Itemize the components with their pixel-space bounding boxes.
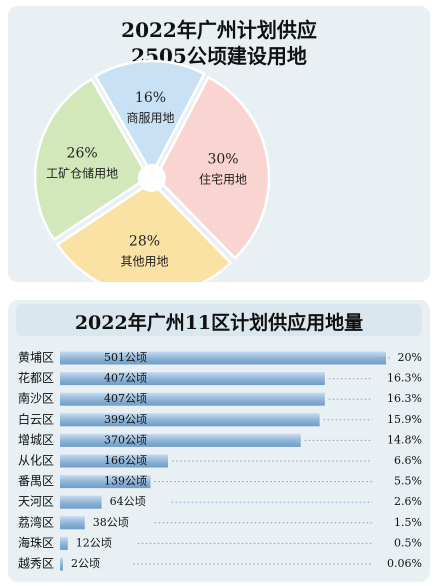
pie-chart: 16% 商服用地 30% 住宅用地 28% 其他用地 26% 工矿仓储用地 [33,59,271,282]
bar-category-label: 黄埔区 [18,351,54,365]
pie-slice-label: 住宅用地 [199,172,247,187]
bar-value-label: 64公顷 [110,495,146,508]
bar-category-label: 白云区 [18,411,54,426]
bar [60,454,169,468]
bar-category-label: 南沙区 [18,391,54,406]
pie-panel: 2022年广州计划供应 2505公顷建设用地 16% 商服用地 30% 住宅用地 28%… [8,6,430,282]
bar-share-label: 1.5% [394,516,422,529]
pie-slice-label: 商服用地 [126,110,174,125]
pie-title-line1: 2022年广州计划供应 [121,18,317,42]
bar [60,495,102,509]
pie-slice-percent: 30% [207,152,238,168]
bar [60,475,151,489]
bar-share-label: 14.8% [387,433,422,446]
bar-chart-title: 2022年广州11区计划供应用地量 [74,312,364,334]
bar-share-label: 0.5% [394,536,422,549]
bar [60,372,325,386]
bar-share-label: 2.6% [394,495,422,508]
bar-share-label: 5.5% [394,475,422,488]
bar-value-label: 38公顷 [93,516,129,529]
bar-category-label: 荔湾区 [18,514,54,529]
bar-value-label: 501公顷 [104,351,147,364]
bar-share-label: 20% [398,351,422,364]
bar-value-label: 407公顷 [104,372,147,385]
bar-value-label: 166公顷 [104,454,147,467]
bar-panel: 2022年广州11区计划供应用地量 黄埔区 501公顷 20% 花都区 407公顷 16.… [8,300,430,582]
bar-share-label: 16.3% [387,372,422,385]
bar-category-label: 从化区 [18,454,54,468]
bar [60,536,68,550]
bar-share-label: 16.3% [387,392,422,405]
bar-chart: 黄埔区 501公顷 20% 花都区 407公顷 16.3% 南沙区 407公顷 16.3% 白云区… [18,351,422,571]
pie-slice [93,59,206,177]
bar-value-label: 399公顷 [104,413,147,426]
bar-share-label: 0.06% [387,557,422,570]
pie-center-hole [138,164,166,192]
bar-share-label: 6.6% [394,454,422,467]
bar [60,392,325,406]
bar-title-background [16,304,422,336]
bar-category-label: 海珠区 [18,535,54,550]
bar [60,433,301,447]
pie-slice-percent: 26% [67,146,98,162]
bar [60,413,320,427]
bar-value-label: 2公顷 [71,557,100,570]
bar-category-label: 增城区 [18,433,54,447]
bar-category-label: 番禺区 [18,474,54,488]
pie-slice-percent: 16% [135,90,166,106]
bar-value-label: 12公顷 [76,536,112,549]
bar-share-label: 15.9% [387,413,422,426]
pie-slice-percent: 28% [129,233,160,249]
bar-category-label: 花都区 [18,370,54,385]
bar [60,516,85,530]
bar-value-label: 139公顷 [104,475,147,488]
bar-category-label: 越秀区 [18,557,54,571]
pie-slice-label: 其他用地 [120,254,168,268]
bar [60,557,63,571]
bar-value-label: 407公顷 [104,392,147,405]
pie-slice [55,180,233,282]
pie-slice-label: 工矿仓储用地 [46,166,118,181]
bar-value-label: 370公顷 [104,433,147,446]
bar-category-label: 天河区 [18,495,54,509]
pie-slice [154,75,271,260]
pie-slice [33,77,150,242]
bar [60,351,386,365]
